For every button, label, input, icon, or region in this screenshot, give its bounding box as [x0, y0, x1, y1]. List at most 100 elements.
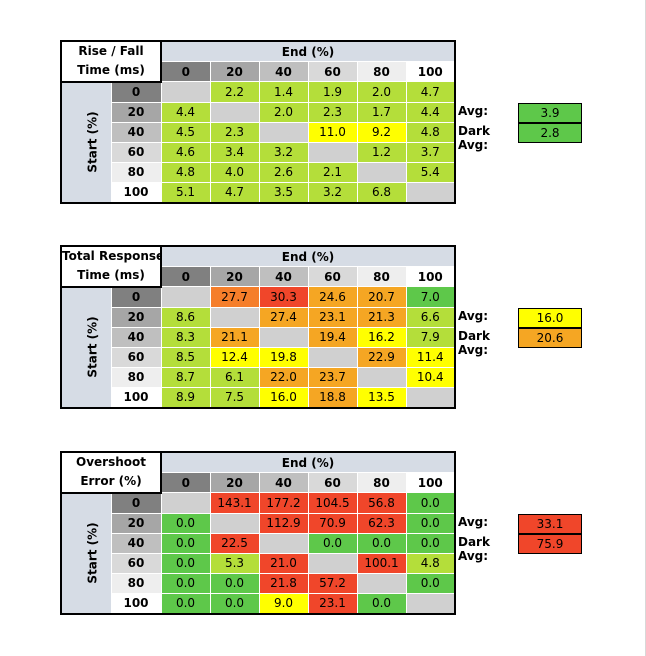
- value-cell: 8.5: [160, 346, 211, 368]
- value-cell: 0.0: [160, 592, 211, 614]
- start-header: Start (%): [60, 492, 112, 614]
- value-cell: 16.2: [356, 326, 407, 348]
- value-cell: 10.4: [405, 366, 456, 388]
- corner-title-line-2: Error (%): [80, 474, 142, 489]
- measurement-table-1: Rise / Fall Time (ms) End (%) 0 20 40 60 80 100 S…: [60, 40, 456, 204]
- value-cell: 21.0: [258, 552, 309, 574]
- column-header: 0: [160, 472, 211, 493]
- dark-avg-label: Dark Avg:: [458, 124, 490, 152]
- value-cell: 0.0: [405, 572, 456, 594]
- value-cell: 6.8: [356, 181, 407, 203]
- value-cell: [307, 552, 358, 574]
- table-row: 80 0.0 0.0 21.8 57.2 0.0: [61, 572, 456, 594]
- table-row: 60 8.5 12.4 19.8 22.9 11.4: [61, 346, 456, 368]
- column-header: 0: [160, 266, 211, 287]
- dark-avg-label: Dark Avg:: [458, 329, 490, 357]
- value-cell: [356, 366, 407, 388]
- value-cell: [160, 492, 211, 514]
- value-cell: 177.2: [258, 492, 309, 514]
- row-header: 60: [110, 552, 162, 574]
- avg-label: Avg:: [458, 309, 489, 323]
- value-cell: 30.3: [258, 286, 309, 308]
- value-cell: 11.0: [307, 121, 358, 143]
- value-cell: 13.5: [356, 386, 407, 408]
- table-row: 40 0.0 22.5 0.0 0.0 0.0: [61, 532, 456, 554]
- value-cell: 23.1: [307, 306, 358, 328]
- value-cell: 16.0: [258, 386, 309, 408]
- value-cell: 56.8: [356, 492, 407, 514]
- value-cell: [307, 346, 358, 368]
- value-cell: 0.0: [405, 532, 456, 554]
- row-header: 80: [110, 366, 162, 388]
- start-header-label: Start (%): [85, 316, 100, 378]
- value-cell: 27.7: [209, 286, 260, 308]
- value-cell: 7.0: [405, 286, 456, 308]
- value-cell: 1.7: [356, 101, 407, 123]
- value-cell: 3.2: [258, 141, 309, 163]
- dark-avg-value: 75.9: [518, 534, 582, 554]
- table-row: 100 0.0 0.0 9.0 23.1 0.0: [61, 592, 456, 614]
- value-cell: 2.3: [307, 101, 358, 123]
- value-cell: 4.7: [209, 181, 260, 203]
- value-cell: 0.0: [160, 532, 211, 554]
- avg-label: Avg:: [458, 515, 489, 529]
- value-cell: [209, 306, 260, 328]
- start-header-label: Start (%): [85, 111, 100, 173]
- value-cell: 4.8: [405, 552, 456, 574]
- avg-value: 16.0: [518, 308, 582, 328]
- value-cell: [405, 592, 456, 614]
- table-row: 20 8.6 27.4 23.1 21.3 6.6: [61, 306, 456, 328]
- row-header: 60: [110, 141, 162, 163]
- value-cell: 8.3: [160, 326, 211, 348]
- avg-value: 3.9: [518, 103, 582, 123]
- column-header: 20: [209, 472, 260, 493]
- table-row: Start (%) 0 2.2 1.4 1.9 2.0 4.7: [60, 81, 456, 203]
- end-header: End (%): [160, 40, 456, 62]
- value-cell: 3.2: [307, 181, 358, 203]
- column-header: 80: [356, 61, 407, 82]
- value-cell: 5.3: [209, 552, 260, 574]
- table-row: 40 4.5 2.3 11.0 9.2 4.8: [61, 121, 456, 143]
- value-cell: 8.7: [160, 366, 211, 388]
- value-cell: 22.0: [258, 366, 309, 388]
- value-cell: 0.0: [160, 572, 211, 594]
- value-cell: 4.7: [405, 81, 456, 103]
- value-cell: 3.5: [258, 181, 309, 203]
- avg-label: Avg:: [458, 104, 489, 118]
- table-row: 80 4.8 4.0 2.6 2.1 5.4: [61, 161, 456, 183]
- column-header: 100: [405, 266, 456, 287]
- value-cell: 104.5: [307, 492, 358, 514]
- column-header: 20: [209, 266, 260, 287]
- corner-title-line-2: Time (ms): [77, 268, 145, 283]
- value-cell: 2.0: [258, 101, 309, 123]
- value-cell: 9.0: [258, 592, 309, 614]
- value-cell: 4.4: [160, 101, 211, 123]
- column-header: 80: [356, 266, 407, 287]
- value-cell: 12.4: [209, 346, 260, 368]
- table-row: 100 8.9 7.5 16.0 18.8 13.5: [61, 386, 456, 408]
- value-cell: 6.6: [405, 306, 456, 328]
- heatmap-grid: Rise / Fall Time (ms) End (%) 0 20 40 60 80 100 S…: [60, 40, 456, 204]
- value-cell: 112.9: [258, 512, 309, 534]
- column-header: 40: [258, 266, 309, 287]
- column-header: 60: [307, 266, 358, 287]
- corner-title-line-1: Overshoot: [76, 455, 146, 470]
- value-cell: 2.6: [258, 161, 309, 183]
- table-row: 20 4.4 2.0 2.3 1.7 4.4: [61, 101, 456, 123]
- value-cell: 1.4: [258, 81, 309, 103]
- table-corner-title: Rise / Fall Time (ms): [60, 40, 162, 83]
- row-header: 100: [110, 592, 162, 614]
- value-cell: 22.9: [356, 346, 407, 368]
- value-cell: 143.1: [209, 492, 260, 514]
- row-header: 40: [110, 121, 162, 143]
- value-cell: 4.8: [405, 121, 456, 143]
- value-cell: 27.4: [258, 306, 309, 328]
- value-cell: 21.3: [356, 306, 407, 328]
- dark-avg-value: 20.6: [518, 328, 582, 348]
- value-cell: [307, 141, 358, 163]
- corner-title-line-1: Total Response: [62, 249, 161, 264]
- value-cell: 3.4: [209, 141, 260, 163]
- row-header: 100: [110, 181, 162, 203]
- value-cell: [209, 512, 260, 534]
- value-cell: 7.5: [209, 386, 260, 408]
